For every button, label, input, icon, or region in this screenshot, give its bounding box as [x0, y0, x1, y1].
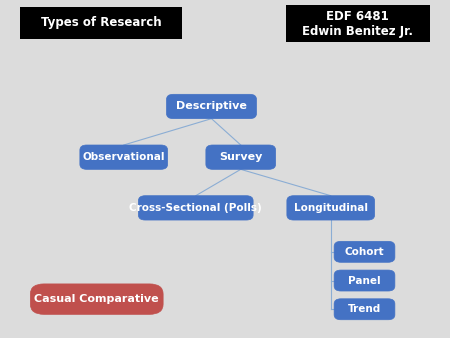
Text: Trend: Trend	[348, 304, 381, 314]
Text: Casual Comparative: Casual Comparative	[35, 294, 159, 304]
Text: Cross-Sectional (Polls): Cross-Sectional (Polls)	[130, 203, 262, 213]
Text: Descriptive: Descriptive	[176, 101, 247, 112]
Text: Survey: Survey	[219, 152, 262, 162]
Text: Cohort: Cohort	[345, 247, 384, 257]
Text: Types of Research: Types of Research	[41, 16, 162, 29]
FancyBboxPatch shape	[286, 5, 430, 42]
Text: Panel: Panel	[348, 275, 381, 286]
Text: EDF 6481
Edwin Benitez Jr.: EDF 6481 Edwin Benitez Jr.	[302, 10, 413, 38]
Text: Longitudinal: Longitudinal	[294, 203, 368, 213]
FancyBboxPatch shape	[80, 145, 168, 169]
FancyBboxPatch shape	[334, 299, 395, 320]
Text: Observational: Observational	[82, 152, 165, 162]
FancyBboxPatch shape	[206, 145, 275, 169]
FancyBboxPatch shape	[139, 196, 253, 220]
FancyBboxPatch shape	[334, 241, 395, 262]
FancyBboxPatch shape	[166, 94, 256, 119]
FancyBboxPatch shape	[20, 7, 182, 39]
FancyBboxPatch shape	[31, 284, 163, 314]
FancyBboxPatch shape	[334, 270, 395, 291]
FancyBboxPatch shape	[287, 196, 374, 220]
